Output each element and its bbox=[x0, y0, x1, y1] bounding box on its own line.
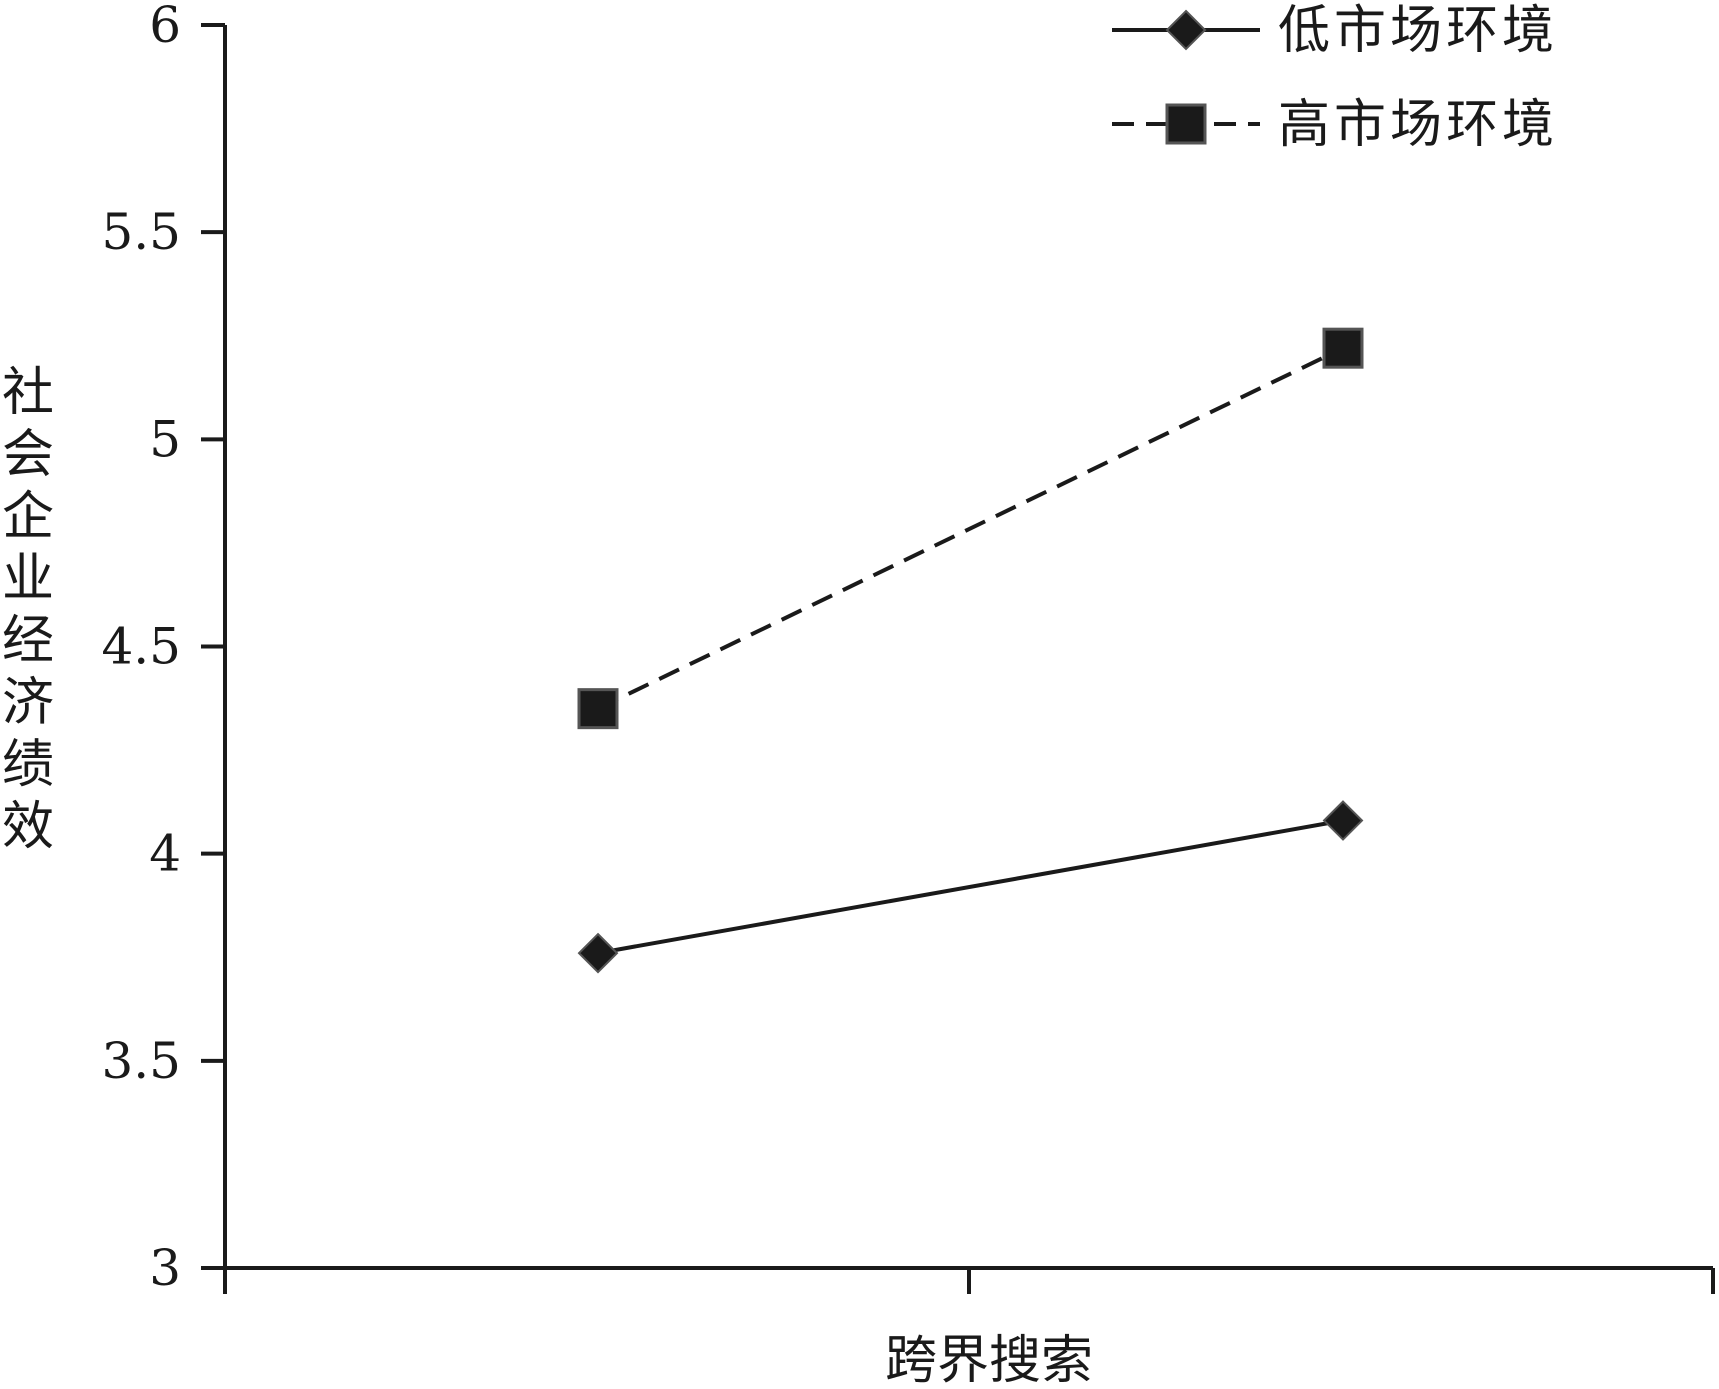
y-axis-title-char: 绩 bbox=[2, 735, 54, 795]
y-tick-label-5: 5.5 bbox=[101, 203, 181, 261]
legend-label-0: 低市场环境 bbox=[1278, 1, 1558, 61]
y-axis-title-char: 会 bbox=[2, 425, 54, 485]
y-axis-title-char: 社 bbox=[2, 363, 54, 423]
legend-marker-1 bbox=[1165, 103, 1207, 145]
y-tick-label-2: 4 bbox=[149, 825, 181, 883]
y-axis-ticks: 3 3.5 4 4.5 5 5.5 6 bbox=[101, 0, 225, 1297]
y-axis-title-char: 经 bbox=[2, 611, 54, 671]
y-tick-label-0: 3 bbox=[149, 1239, 181, 1297]
y-tick-label-3: 4.5 bbox=[101, 618, 181, 676]
series-line-0 bbox=[597, 818, 1344, 956]
y-tick-label-1: 3.5 bbox=[101, 1032, 181, 1090]
legend-item-0: 低市场环境 bbox=[1112, 1, 1558, 61]
data-point-0-0 bbox=[577, 932, 619, 974]
y-axis-title: 社会企业经济绩效 bbox=[2, 363, 54, 857]
y-axis-title-char: 企 bbox=[2, 487, 54, 547]
series-1 bbox=[577, 327, 1364, 730]
data-point-0-1 bbox=[1322, 800, 1364, 841]
axes bbox=[223, 25, 1715, 1294]
y-axis-title-char: 业 bbox=[2, 549, 54, 609]
y-tick-label-4: 5 bbox=[149, 410, 181, 468]
series-0 bbox=[577, 800, 1364, 974]
series-line-1 bbox=[597, 346, 1344, 711]
data-point-1-1 bbox=[1322, 327, 1364, 369]
legend-label-1: 高市场环境 bbox=[1278, 95, 1558, 155]
y-axis-title-char: 济 bbox=[2, 673, 54, 733]
y-axis-title-char: 效 bbox=[2, 797, 54, 857]
legend-marker-0 bbox=[1165, 9, 1207, 51]
data-point-1-0 bbox=[577, 688, 619, 730]
y-tick-label-6: 6 bbox=[149, 0, 181, 54]
series-group bbox=[577, 327, 1364, 974]
legend-item-1: 高市场环境 bbox=[1112, 95, 1558, 155]
x-axis-title: 跨界搜索 bbox=[885, 1331, 1093, 1389]
